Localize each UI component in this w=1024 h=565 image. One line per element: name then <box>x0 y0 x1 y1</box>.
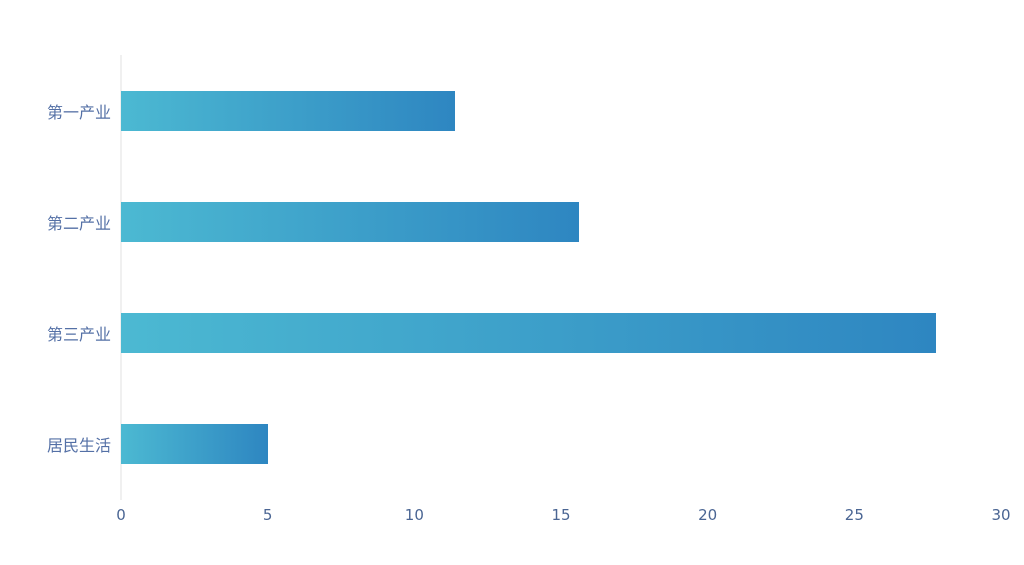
category-label: 第一产业 <box>46 102 111 122</box>
x-tick-label: 10 <box>404 506 424 524</box>
x-tick-label: 30 <box>991 506 1011 524</box>
bar-第三产业[interactable] <box>121 313 937 354</box>
x-tick-label: 0 <box>116 506 126 524</box>
y-axis-line <box>120 55 122 500</box>
bar-第一产业[interactable] <box>121 90 456 131</box>
bar-居民生活[interactable] <box>121 424 268 465</box>
category-label: 居民生活 <box>46 436 111 456</box>
bar-第二产业[interactable] <box>121 201 579 242</box>
x-tick-label: 5 <box>262 506 273 524</box>
x-tick-label: 25 <box>844 506 864 524</box>
x-tick-label: 15 <box>551 506 571 524</box>
x-tick-label: 20 <box>698 506 718 524</box>
category-label: 第三产业 <box>46 325 111 345</box>
category-label: 第二产业 <box>46 213 111 233</box>
